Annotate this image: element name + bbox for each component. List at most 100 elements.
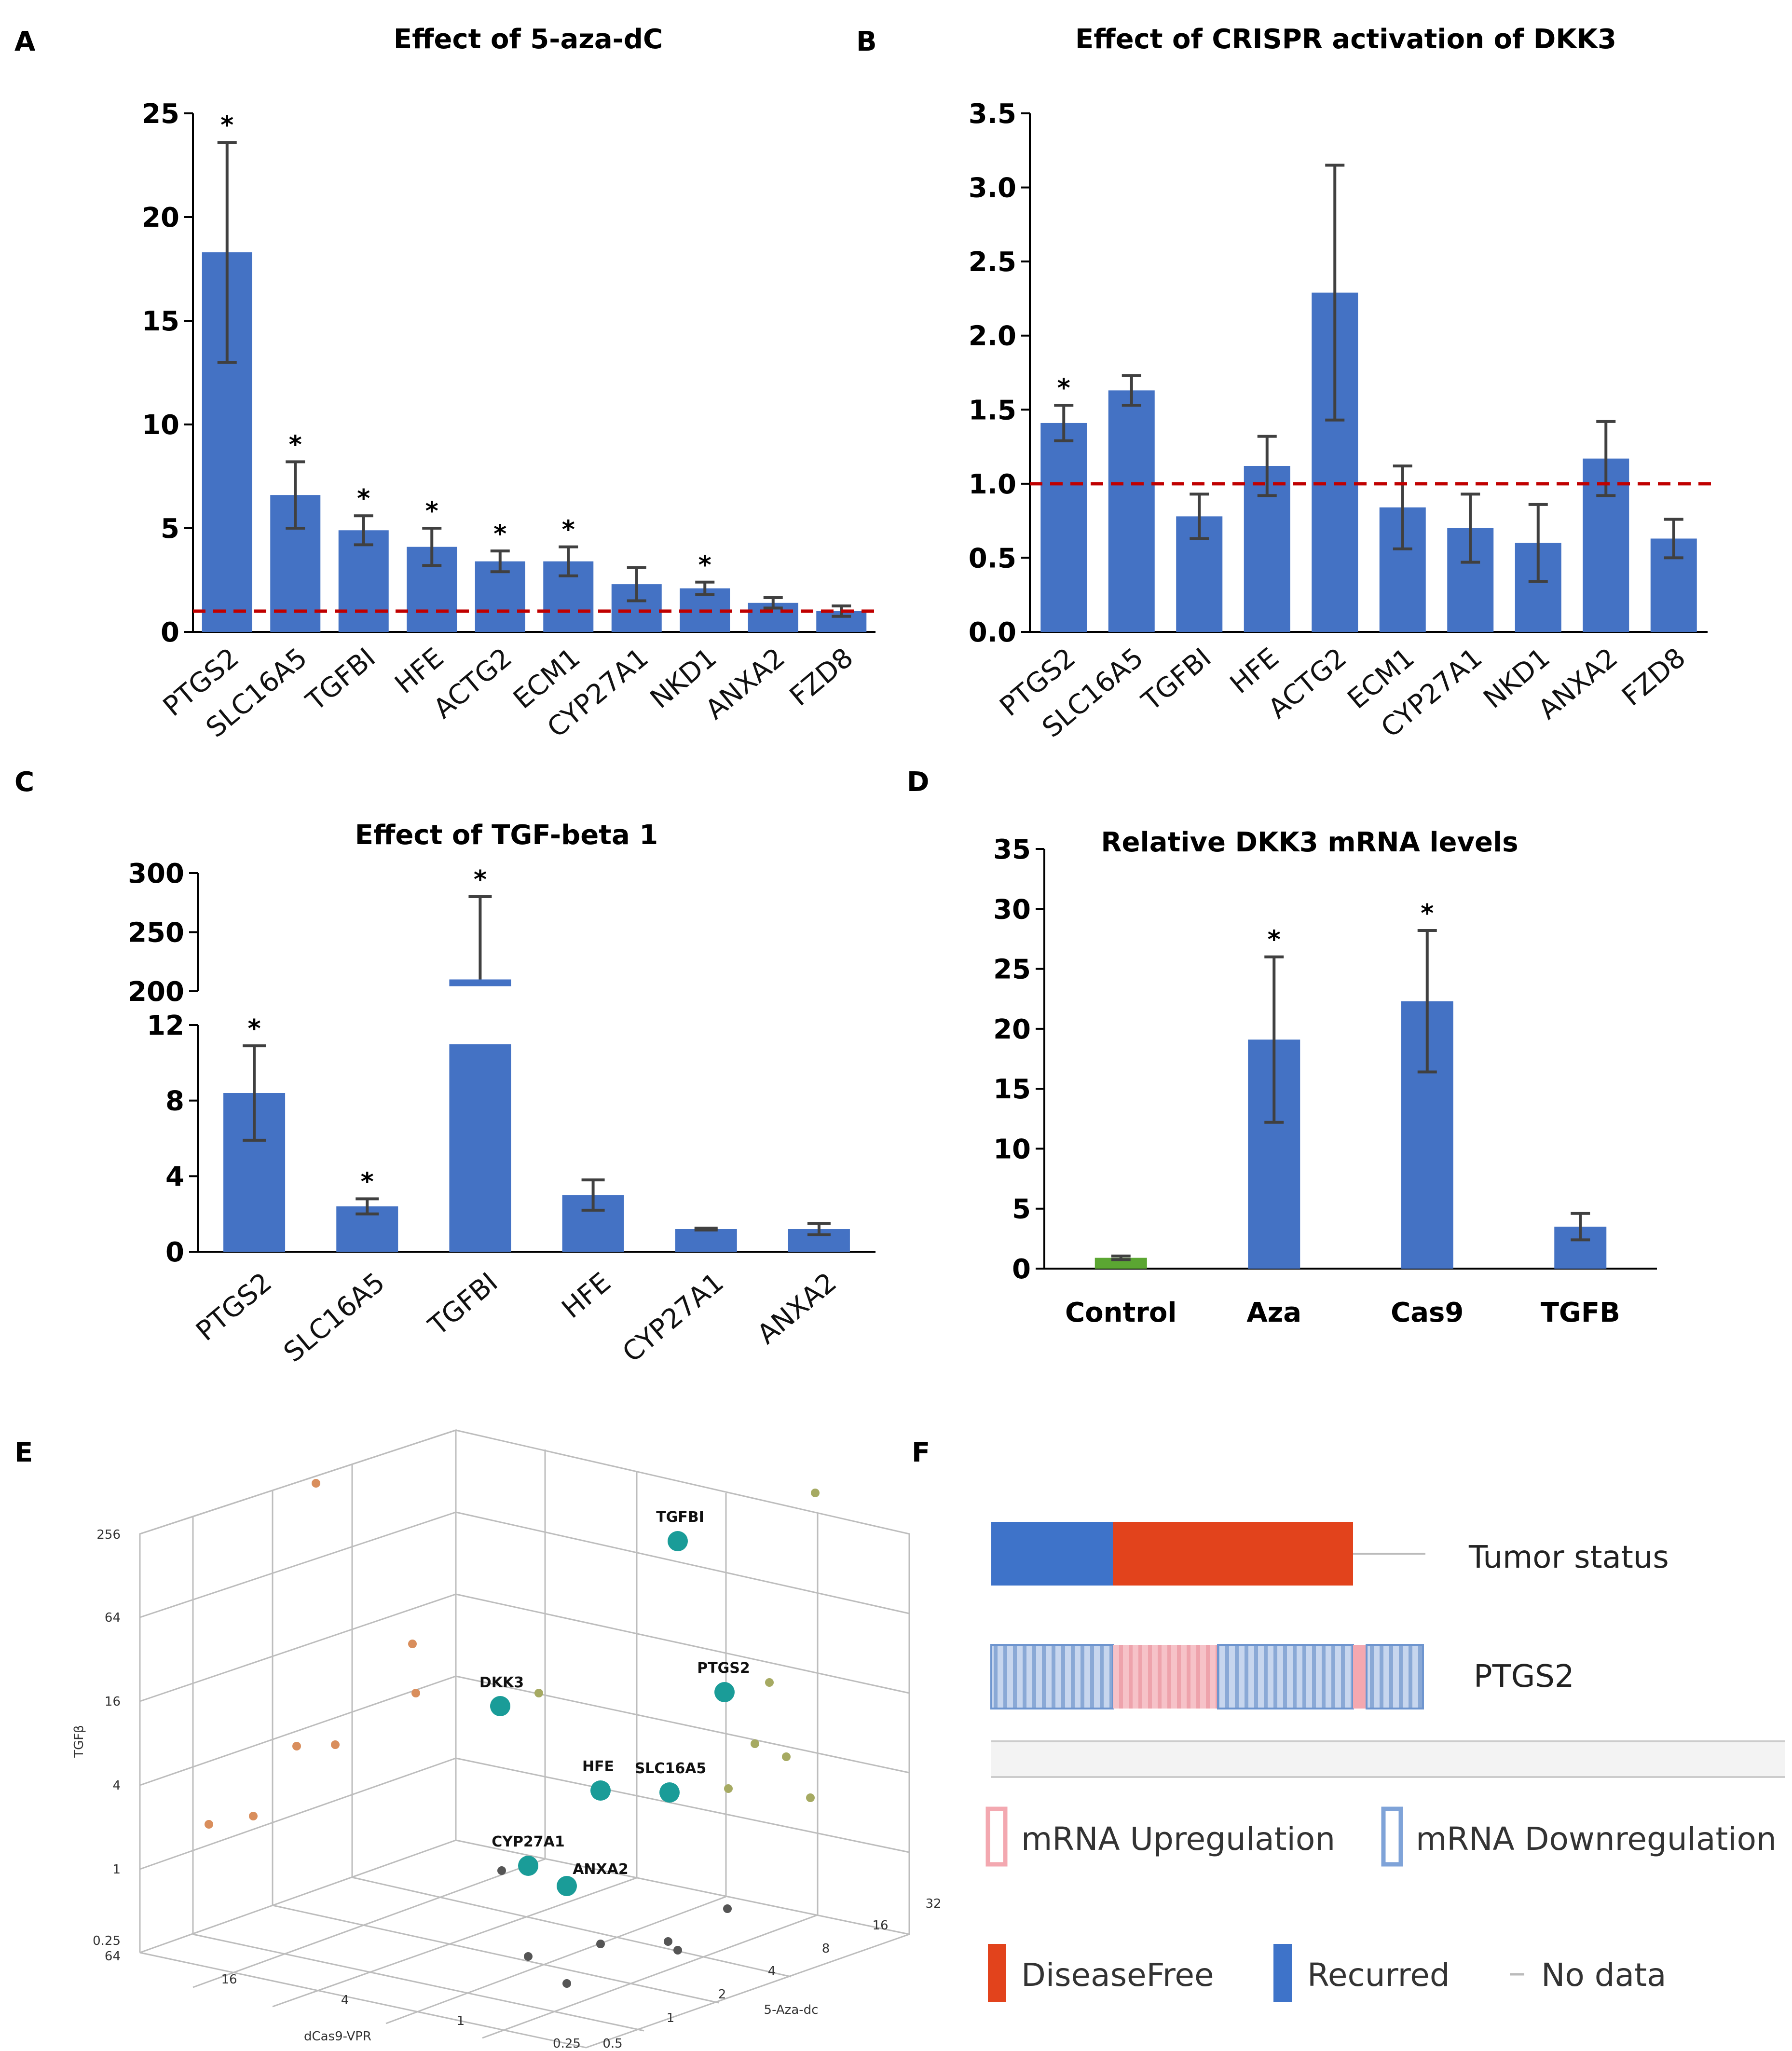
e-point-anxa2 [557,1876,577,1896]
e-z-tick-256: 256 [96,1528,121,1542]
e-y-tick-4: 4 [768,1964,776,1979]
e-point-hfe [590,1780,611,1801]
e-label-anxa2: ANXA2 [573,1861,629,1878]
panel-c-title: Effect of TGF-beta 1 [355,820,658,851]
f-legend-up-swatch [985,1806,1008,1867]
f-legend-recurred-swatch [1273,1944,1292,2002]
e-label-slc16a5: SLC16A5 [635,1760,707,1777]
f-track1-label: Tumor status [1468,1540,1669,1575]
category-label: TGFB [1541,1297,1620,1328]
e-labeled-points: TGFBI PTGS2 DKK3 HFE SLC16A5 CYP27A1 ANX… [479,1509,750,1896]
e-point-orange [331,1740,340,1749]
category-label: SLC16A5 [278,1267,391,1368]
panel-d-title: Relative DKK3 mRNA levels [1101,827,1518,858]
y-tick-label: 250 [128,917,184,949]
e-point-olive [534,1689,543,1697]
significance-star: * [474,865,487,894]
e-z-tick-64: 64 [105,1611,121,1625]
category-label: ACTG2 [1262,642,1353,725]
y-tick-label: 300 [128,858,184,889]
y-tick-label: 12 [147,1010,184,1041]
bar-control [1094,1258,1147,1269]
significance-star: * [1268,926,1281,955]
y-tick-label: 10 [142,410,179,441]
e-x-tick-16: 16 [221,1972,237,1987]
e-point-orange [249,1812,258,1820]
panel-label-d: D [907,766,929,798]
category-label: Cas9 [1391,1297,1464,1328]
panel-f-oncoprint: Tumor status PTGS2 mRNA Upregulation mRN… [985,1522,1785,2002]
bar-tgfbi-upper [449,979,511,986]
e-point-gray [673,1946,682,1955]
e-x-tick-4: 4 [341,1993,349,2008]
e-point-cyp27a1 [518,1856,538,1876]
panel-e-grid [139,1429,910,2049]
y-tick-label: 1.0 [969,469,1016,500]
e-point-orange [292,1742,301,1750]
e-y-tick-8: 8 [822,1942,830,1956]
category-label: TGFBI [1135,642,1217,717]
e-point-dkk3 [490,1696,510,1716]
category-label: TGFBI [300,642,382,717]
f-legend-down-label: mRNA Downregulation [1416,1820,1777,1858]
y-tick-label: 20 [142,202,179,233]
significance-star: * [361,1167,374,1196]
f-track2-seg1 [990,1644,1114,1709]
e-point-olive [782,1752,791,1761]
e-x-tick-64: 64 [105,1949,121,1964]
f-legend-diseasefree-swatch [988,1944,1006,2002]
y-tick-label: 1.5 [969,395,1016,426]
category-label: ANXA2 [700,642,791,726]
e-label-hfe: HFE [582,1758,614,1775]
category-label: ACTG2 [428,642,518,725]
category-label: ANXA2 [752,1267,843,1351]
y-tick-label: 3.0 [969,173,1016,204]
f-track2-seg3 [1217,1644,1354,1709]
e-point-orange [205,1820,213,1829]
category-label: PTGS2 [190,1267,278,1347]
f-legend-up-label: mRNA Upregulation [1021,1820,1335,1858]
e-point-olive [724,1784,733,1793]
e-point-gray [497,1866,506,1875]
e-y-tick-0.5: 0.5 [602,2037,622,2051]
panel-label-a: A [14,26,36,57]
e-ylabel: 5-Aza-dc [764,2003,819,2017]
e-label-cyp27a1: CYP27A1 [492,1833,565,1850]
f-track1-diseasefree [1113,1522,1353,1586]
e-point-olive [765,1678,774,1687]
e-xlabel: dCas9-VPR [304,2029,371,2044]
e-point-olive [806,1793,815,1802]
panel-b-title: Effect of CRISPR activation of DKK3 [1075,24,1616,55]
category-label: CYP27A1 [616,1267,729,1368]
e-point-ptgs2 [714,1682,735,1702]
panel-label-e: E [14,1437,33,1468]
category-label: HFE [556,1267,617,1325]
e-small-points [205,1479,820,1988]
e-y-tick-16: 16 [872,1918,888,1933]
y-tick-label: 0 [1012,1254,1031,1285]
e-x-tick-1: 1 [457,2014,465,2028]
e-z-tick-4: 4 [112,1778,121,1793]
y-tick-label: 30 [993,894,1031,925]
y-tick-label: 5 [1012,1194,1031,1225]
e-point-slc16a5 [659,1782,680,1803]
y-tick-label: 5 [161,513,179,545]
panel-label-b: B [856,26,877,57]
category-label: FZD8 [1616,642,1692,712]
f-legend-down-swatch [1381,1806,1403,1867]
y-tick-label: 2.5 [969,246,1016,278]
category-label: Control [1065,1297,1177,1328]
e-point-gray [664,1937,672,1946]
significance-star: * [357,484,370,513]
e-point-gray [723,1904,732,1913]
significance-star: * [562,516,575,545]
f-legend-nodata-label: No data [1541,1956,1666,1994]
panel-d-chart: Relative DKK3 mRNA levels 0 5 10 15 20 25 30 35… [993,827,1657,1328]
e-label-tgfbi: TGFBI [656,1509,704,1526]
y-tick-label: 0 [165,1237,184,1268]
e-z-tick-16: 16 [105,1695,121,1709]
y-tick-label: 200 [128,976,184,1008]
